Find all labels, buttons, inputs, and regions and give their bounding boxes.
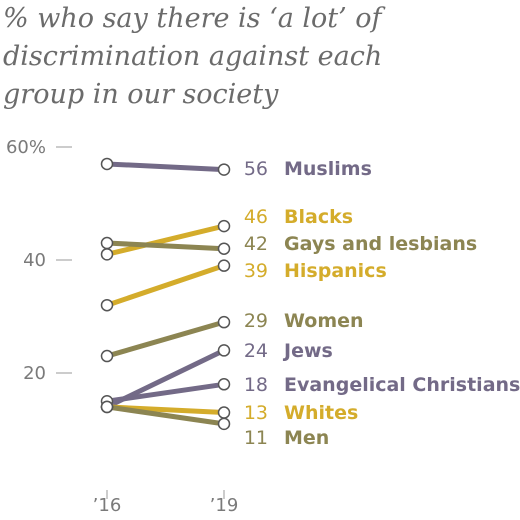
series-label-whites: Whites [284, 402, 358, 424]
value-label-muslims: 56 [244, 158, 268, 180]
point-2016-gays-and-lesbians [100, 236, 114, 250]
series-label-hispanics: Hispanics [284, 260, 387, 282]
value-label-hispanics: 39 [244, 260, 268, 282]
value-label-blacks: 46 [244, 206, 268, 228]
series-label-men: Men [284, 427, 329, 449]
value-label-women: 29 [244, 310, 268, 332]
series-line-blacks [104, 223, 227, 257]
point-2019-men [217, 417, 231, 431]
series-line-gays-and-lesbians [104, 240, 227, 252]
series-label-jews: Jews [282, 340, 333, 362]
y-tick-label-20: 20 [23, 363, 46, 384]
chart-title-line-2: discrimination against each [3, 41, 383, 72]
series-line-hispanics [104, 263, 227, 308]
series-line-women [104, 319, 227, 359]
y-tick-label-60: 60% [6, 137, 46, 158]
series-label-gays-and-lesbians: Gays and lesbians [284, 233, 477, 255]
point-2019-whites [217, 406, 231, 419]
series-label-evangelical-christians: Evangelical Christians [284, 374, 520, 396]
chart-title-line-1: % who say there is ‘a lot’ of [3, 3, 382, 34]
y-tick-label-40: 40 [23, 250, 46, 271]
point-2016-muslims [100, 157, 114, 171]
point-2019-evangelical-christians [217, 378, 231, 391]
point-2019-muslims [217, 163, 231, 176]
value-label-men: 11 [244, 427, 268, 449]
point-2016-men [100, 400, 114, 414]
x-tick-label-1: ’19 [210, 495, 239, 516]
point-2019-jews [217, 344, 231, 357]
chart-title: % who say there is ‘a lot’ of discrimina… [3, 0, 513, 114]
point-2016-hispanics [100, 298, 114, 312]
point-2016-blacks [100, 248, 114, 261]
series-line-muslims [104, 161, 227, 173]
x-tick-label-0: ’16 [93, 495, 122, 516]
point-2019-blacks [217, 219, 231, 233]
series-label-blacks: Blacks [284, 206, 353, 228]
point-2016-women [100, 349, 114, 363]
series-line-evangelical-christians [104, 381, 227, 404]
value-label-gays-and-lesbians: 42 [244, 233, 268, 255]
value-label-jews: 24 [244, 340, 268, 362]
value-label-evangelical-christians: 18 [244, 374, 268, 396]
series-label-women: Women [284, 310, 364, 332]
point-2019-hispanics [217, 259, 231, 272]
point-2019-women [217, 315, 231, 329]
value-label-whites: 13 [244, 402, 268, 424]
point-2019-gays-and-lesbians [217, 242, 231, 255]
series-label-muslims: Muslims [284, 158, 372, 180]
chart-title-line-3: group in our society [3, 79, 279, 110]
series-line-men [104, 404, 227, 427]
